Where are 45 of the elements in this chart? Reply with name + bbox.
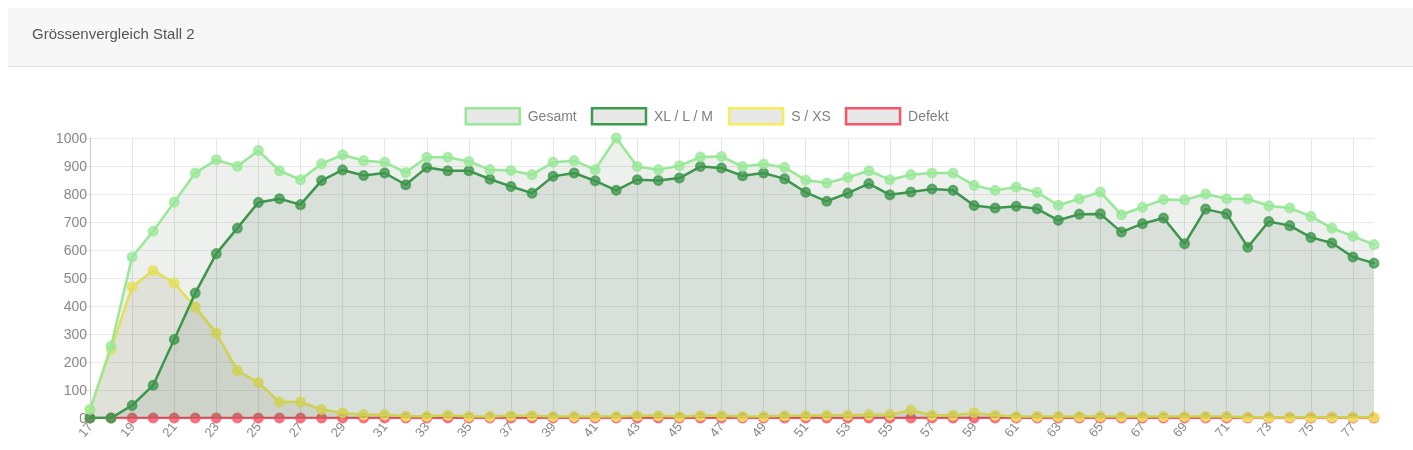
x-tick-label: 23: [201, 419, 223, 440]
x-tick-label: 49: [748, 419, 770, 440]
y-tick-label: 700: [63, 214, 88, 230]
y-tick-label: 1000: [55, 130, 88, 146]
x-tick-label: 37: [495, 419, 517, 440]
x-tick-label: 63: [1043, 419, 1065, 440]
x-tick-label: 71: [1211, 419, 1233, 440]
x-tick-label: 25: [243, 419, 265, 440]
x-tick-label: 19: [117, 419, 138, 440]
x-tick-label: 51: [790, 419, 812, 440]
x-tick-label: 59: [959, 419, 980, 440]
x-tick-label: 29: [327, 419, 349, 440]
x-tick-label: 53: [832, 419, 854, 440]
x-tick-label: 27: [285, 419, 307, 440]
y-tick-label: 500: [63, 270, 88, 286]
chart-title: Grössenvergleich Stall 2: [32, 25, 195, 42]
y-tick-label: 600: [63, 242, 88, 258]
x-tick-label: 67: [1127, 419, 1149, 440]
x-tick-label: 35: [453, 419, 475, 440]
y-tick-label: 400: [63, 298, 88, 314]
x-tick-label: 39: [538, 419, 559, 440]
y-tick-label: 100: [63, 382, 88, 398]
x-tick-label: 41: [580, 419, 601, 440]
x-tick-label: 21: [159, 419, 180, 440]
y-tick-label: 800: [63, 186, 88, 202]
x-tick-label: 55: [874, 419, 896, 440]
x-tick-label: 45: [664, 419, 686, 440]
x-tick-label: 77: [1337, 419, 1359, 440]
y-tick-label: 900: [63, 158, 88, 174]
x-tick-label: 57: [916, 419, 938, 440]
x-tick-label: 75: [1295, 419, 1317, 440]
x-tick-label: 73: [1253, 419, 1275, 440]
x-tick-label: 31: [369, 419, 391, 440]
y-tick-label: 200: [63, 354, 88, 370]
legend-label: XL / L / M: [653, 108, 713, 125]
legend-label: S / XS: [791, 108, 831, 125]
legend-label: Defekt: [908, 108, 949, 125]
x-tick-label: 47: [706, 419, 728, 440]
x-tick-label: 69: [1169, 419, 1191, 440]
y-tick-label: 300: [63, 326, 88, 342]
x-tick-label: 65: [1085, 419, 1107, 440]
legend-label: Gesamt: [527, 108, 577, 125]
x-tick-label: 43: [622, 419, 644, 440]
x-tick-label: 33: [411, 419, 433, 440]
x-tick-label: 61: [1001, 419, 1022, 440]
